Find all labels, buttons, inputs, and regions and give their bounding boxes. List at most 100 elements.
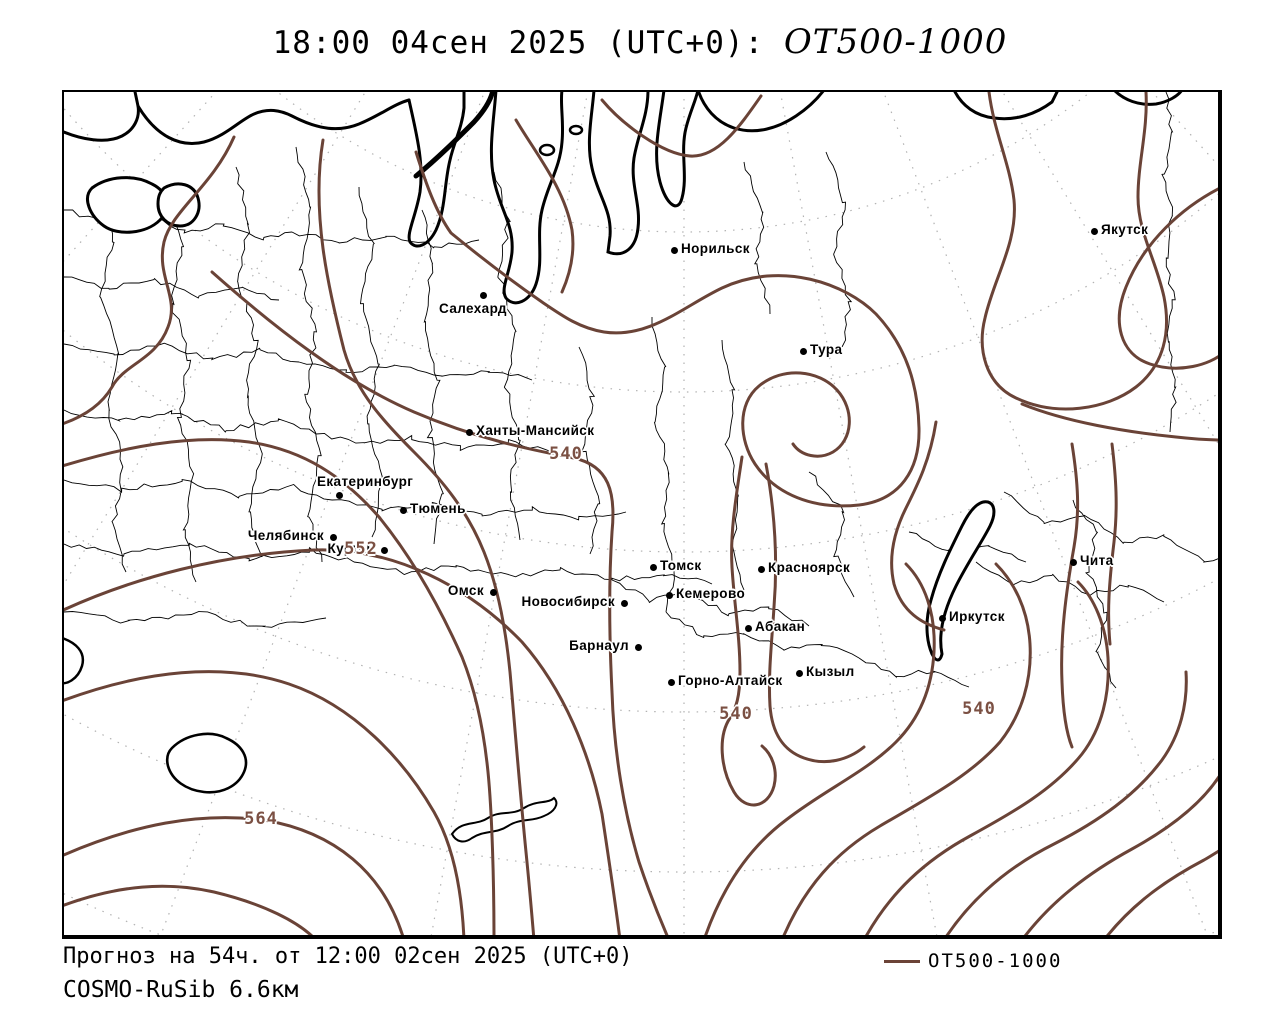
city-dot — [465, 428, 473, 436]
contour-line-swatch — [884, 959, 920, 963]
forecast-map: Норильск Салехард Якутск Тура Ханты-Мансийск… — [62, 90, 1222, 939]
city-label: Тура — [810, 342, 843, 357]
city-dot — [670, 246, 678, 254]
admin-border-line — [493, 171, 521, 541]
admin-border-line — [64, 342, 300, 363]
left-edge-lake — [64, 637, 85, 685]
ob-gulf — [489, 92, 565, 305]
city-label: Чита — [1080, 553, 1114, 568]
page-title: 18:00 04сен 2025 (UTC+0): ОТ500-1000 — [0, 22, 1280, 62]
corner-coast — [1113, 92, 1183, 106]
city-label: Салехард — [439, 301, 507, 316]
admin-border-line — [64, 276, 280, 301]
city-dot — [634, 643, 642, 651]
city-label: Ханты-Мансийск — [476, 423, 595, 438]
admin-border-line — [858, 657, 970, 688]
coastline — [64, 92, 1183, 843]
city-dot — [665, 591, 673, 599]
city-label: Барнаул — [569, 638, 629, 653]
contour-value-label: 552 — [344, 539, 378, 559]
city-label: Кемерово — [676, 586, 746, 601]
admin-border-line — [1072, 499, 1117, 689]
admin-border-line — [651, 317, 677, 613]
admin-border-line — [1161, 92, 1177, 433]
admin-border-line — [825, 151, 853, 348]
white-sea — [86, 176, 169, 234]
admin-border-line — [611, 579, 810, 627]
island-1 — [538, 143, 556, 157]
forecast-lead-text: Прогноз на 54ч. от 12:00 02сен 2025 (UTC… — [63, 944, 633, 969]
city-dot — [380, 546, 388, 554]
admin-border-line — [295, 146, 323, 563]
city-label: Тюмень — [410, 501, 466, 516]
admin-border-line — [168, 191, 197, 583]
sw-lake — [165, 732, 248, 794]
novaya-zemlya — [413, 92, 496, 179]
island-2 — [568, 124, 584, 136]
city-label: Омск — [447, 583, 484, 598]
admin-border-line — [98, 186, 127, 573]
contour-value-label: 540 — [549, 444, 583, 464]
city-label: Екатеринбург — [317, 474, 414, 489]
footer: Прогноз на 54ч. от 12:00 02сен 2025 (UTC… — [63, 944, 633, 1003]
city-dot — [620, 599, 628, 607]
admin-border-line — [331, 499, 627, 521]
title-datetime: 18:00 04сен 2025 (UTC+0): — [272, 25, 784, 61]
city-label: Абакан — [755, 619, 806, 634]
admin-border-line — [665, 611, 860, 659]
admin-border-line — [64, 409, 317, 435]
admin-border-line — [578, 346, 601, 555]
legend: ОТ500-1000 — [884, 950, 1062, 972]
city-dot — [795, 669, 803, 677]
admin-border-line — [291, 231, 480, 249]
yamal-coast — [407, 92, 466, 248]
city-dot — [938, 614, 946, 622]
city-label: Новосибирск — [521, 594, 615, 609]
admin-borders — [64, 92, 1218, 689]
city-dot — [335, 491, 343, 499]
contour-lines-ot500-1000 — [64, 92, 1218, 935]
admin-border-line — [808, 471, 855, 598]
kanin-peninsula — [156, 182, 201, 228]
admin-border-line — [64, 611, 327, 628]
contour-value-label: 540 — [962, 699, 996, 719]
contour-value-label: 540 — [719, 704, 753, 724]
city-label: Якутск — [1101, 222, 1149, 237]
coast-pechora — [136, 98, 411, 145]
city-label: Томск — [660, 558, 702, 573]
map-label-overlay: Норильск Салехард Якутск Тура Ханты-Мансийск… — [64, 92, 1218, 935]
city-label: Кызыл — [806, 664, 855, 679]
model-name-text: COSMO-RuSib 6.6км — [63, 977, 299, 1003]
city-dot — [489, 588, 497, 596]
legend-label: ОТ500-1000 — [928, 950, 1063, 972]
admin-border-line — [358, 186, 384, 538]
city-dot — [329, 533, 337, 541]
admin-border-line — [421, 209, 444, 545]
title-field: ОТ500-1000 — [783, 22, 1008, 62]
city-dot — [649, 563, 657, 571]
admin-border-line — [235, 166, 263, 558]
city-dot — [479, 291, 487, 299]
city-dot — [1069, 558, 1077, 566]
city-dot — [744, 624, 752, 632]
contour-value-label: 564 — [244, 809, 278, 829]
yenisei-gulf — [655, 92, 700, 208]
city-dot — [667, 678, 675, 686]
coast-scandinavia — [64, 92, 140, 142]
city-dot — [1090, 227, 1098, 235]
taymyr-coast — [697, 92, 825, 133]
admin-border-line — [64, 479, 333, 501]
city-label: Красноярск — [768, 560, 851, 575]
admin-border-line — [743, 161, 771, 315]
city-label: Курган — [327, 541, 375, 556]
city-label: Челябинск — [247, 528, 324, 543]
city-label: Горно-Алтайск — [678, 673, 783, 688]
map-canvas — [64, 92, 1218, 935]
city-label: Норильск — [681, 241, 750, 256]
city-dot — [799, 347, 807, 355]
city-dot — [757, 565, 765, 573]
admin-border-line — [315, 432, 553, 453]
admin-border-line — [298, 361, 533, 381]
city-dot — [399, 506, 407, 514]
